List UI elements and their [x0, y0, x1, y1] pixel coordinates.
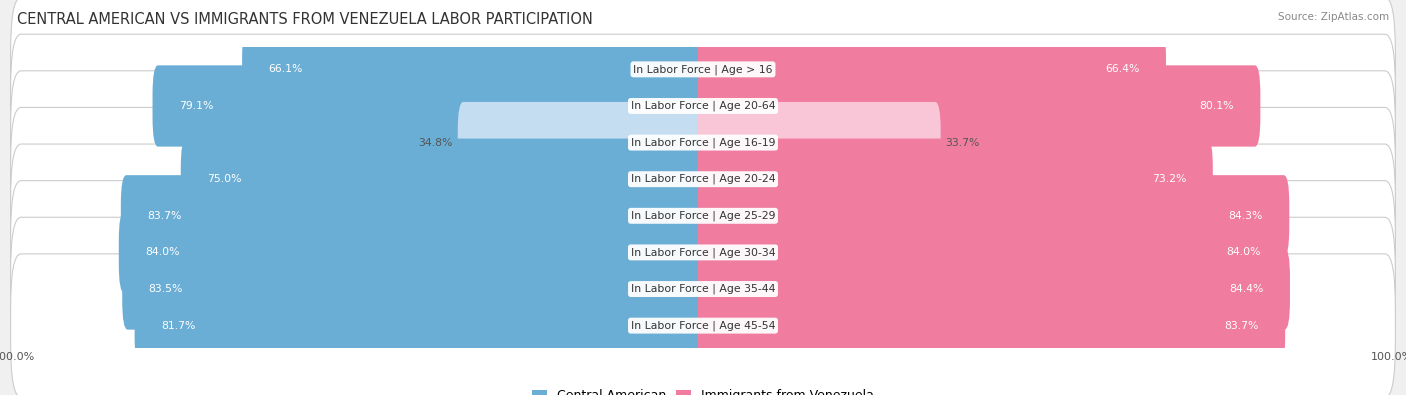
- FancyBboxPatch shape: [697, 29, 1166, 110]
- FancyBboxPatch shape: [122, 248, 709, 330]
- Text: 83.5%: 83.5%: [149, 284, 183, 294]
- Text: 33.7%: 33.7%: [945, 137, 980, 148]
- Text: 34.8%: 34.8%: [419, 137, 453, 148]
- Text: In Labor Force | Age > 16: In Labor Force | Age > 16: [633, 64, 773, 75]
- FancyBboxPatch shape: [697, 175, 1289, 256]
- FancyBboxPatch shape: [697, 248, 1289, 330]
- Text: In Labor Force | Age 35-44: In Labor Force | Age 35-44: [631, 284, 775, 294]
- Text: 81.7%: 81.7%: [160, 321, 195, 331]
- FancyBboxPatch shape: [152, 65, 709, 147]
- Text: Source: ZipAtlas.com: Source: ZipAtlas.com: [1278, 12, 1389, 22]
- Text: In Labor Force | Age 16-19: In Labor Force | Age 16-19: [631, 137, 775, 148]
- FancyBboxPatch shape: [11, 34, 1395, 178]
- FancyBboxPatch shape: [11, 181, 1395, 324]
- FancyBboxPatch shape: [697, 285, 1285, 366]
- Text: 79.1%: 79.1%: [179, 101, 214, 111]
- Text: 73.2%: 73.2%: [1153, 174, 1187, 184]
- FancyBboxPatch shape: [242, 29, 709, 110]
- Text: 84.4%: 84.4%: [1229, 284, 1264, 294]
- FancyBboxPatch shape: [11, 107, 1395, 251]
- FancyBboxPatch shape: [11, 144, 1395, 288]
- Legend: Central American, Immigrants from Venezuela: Central American, Immigrants from Venezu…: [527, 384, 879, 395]
- FancyBboxPatch shape: [697, 65, 1260, 147]
- Text: CENTRAL AMERICAN VS IMMIGRANTS FROM VENEZUELA LABOR PARTICIPATION: CENTRAL AMERICAN VS IMMIGRANTS FROM VENE…: [17, 12, 593, 27]
- FancyBboxPatch shape: [121, 175, 709, 256]
- FancyBboxPatch shape: [697, 102, 941, 183]
- FancyBboxPatch shape: [135, 285, 709, 366]
- Text: 84.3%: 84.3%: [1229, 211, 1263, 221]
- Text: 66.4%: 66.4%: [1105, 64, 1140, 74]
- FancyBboxPatch shape: [458, 102, 709, 183]
- FancyBboxPatch shape: [11, 71, 1395, 214]
- FancyBboxPatch shape: [11, 254, 1395, 395]
- Text: In Labor Force | Age 30-34: In Labor Force | Age 30-34: [631, 247, 775, 258]
- FancyBboxPatch shape: [181, 139, 709, 220]
- Text: 66.1%: 66.1%: [269, 64, 302, 74]
- FancyBboxPatch shape: [697, 212, 1288, 293]
- FancyBboxPatch shape: [11, 217, 1395, 361]
- FancyBboxPatch shape: [118, 212, 709, 293]
- Text: 75.0%: 75.0%: [207, 174, 242, 184]
- FancyBboxPatch shape: [697, 139, 1213, 220]
- Text: 84.0%: 84.0%: [1226, 247, 1261, 258]
- Text: In Labor Force | Age 20-24: In Labor Force | Age 20-24: [631, 174, 775, 184]
- Text: 80.1%: 80.1%: [1199, 101, 1234, 111]
- Text: In Labor Force | Age 20-64: In Labor Force | Age 20-64: [631, 101, 775, 111]
- Text: 83.7%: 83.7%: [148, 211, 181, 221]
- FancyBboxPatch shape: [11, 0, 1395, 141]
- Text: 83.7%: 83.7%: [1225, 321, 1258, 331]
- Text: 84.0%: 84.0%: [145, 247, 180, 258]
- Text: In Labor Force | Age 45-54: In Labor Force | Age 45-54: [631, 320, 775, 331]
- Text: In Labor Force | Age 25-29: In Labor Force | Age 25-29: [631, 211, 775, 221]
